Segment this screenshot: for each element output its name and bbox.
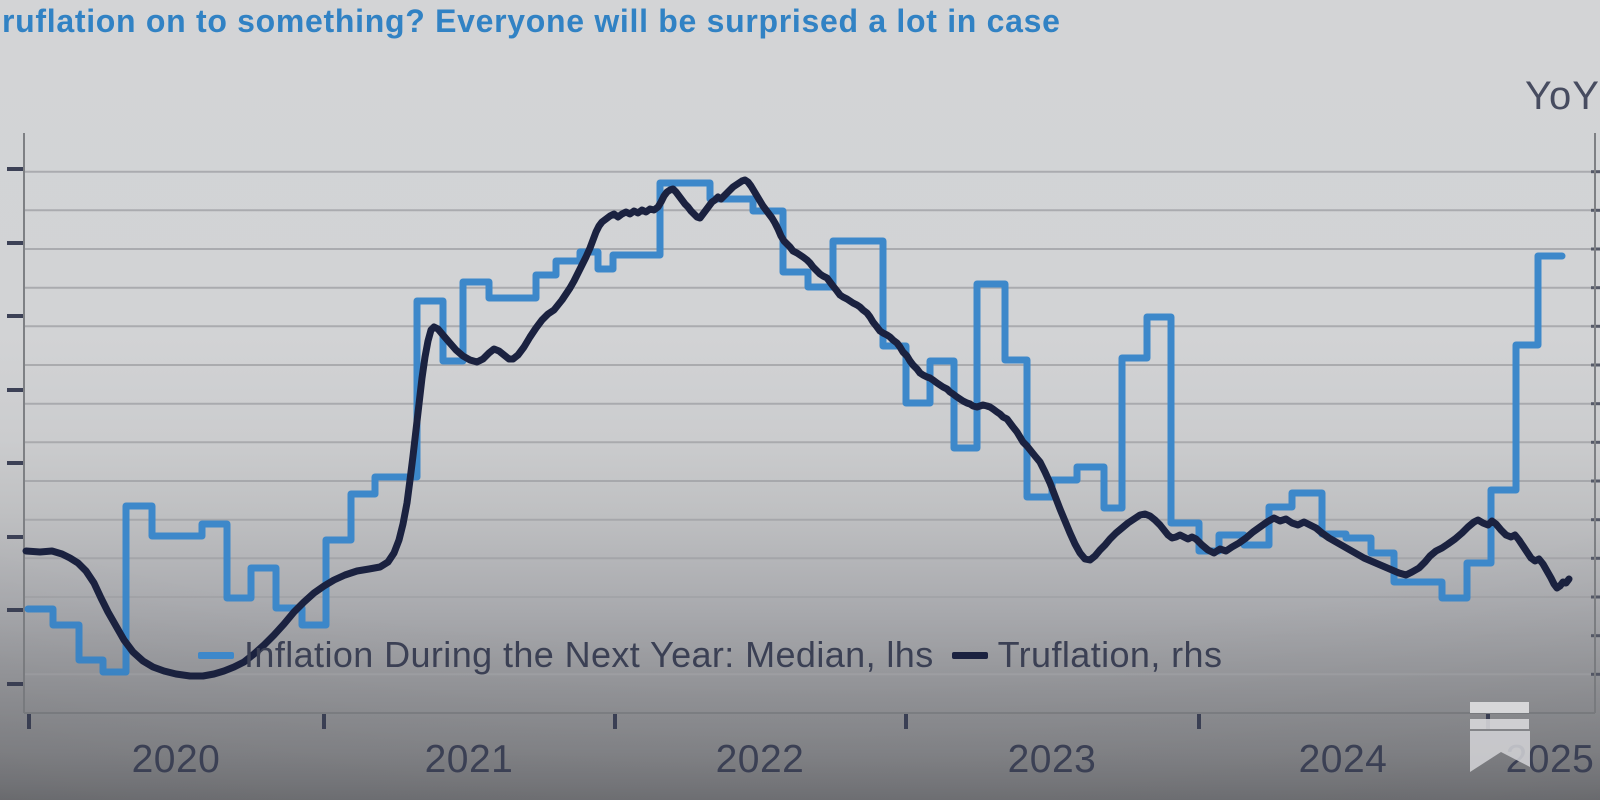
x-axis-label-2023: 2023 [1007,738,1097,781]
legend-label-truflation: Truflation, rhs [997,634,1223,675]
x-axis-labels: 2020 2021 2022 2023 2024 2025 [0,738,1600,788]
chart-title: ruflation on to something? Everyone will… [2,3,1061,39]
legend-swatch-inflation-icon [198,651,234,659]
legend: Inflation During the Next Year: Median, … [198,633,1222,677]
x-axis-label-2021: 2021 [424,738,514,781]
x-axis-label-2022: 2022 [715,738,805,781]
legend-swatch-truflation-icon [951,651,988,659]
x-axis-label-2025: 2025 [1505,738,1595,781]
x-axis-label-2020: 2020 [131,738,221,781]
x-axis-label-2024: 2024 [1298,738,1388,781]
legend-label-inflation: Inflation During the Next Year: Median, … [244,634,934,675]
right-axis-unit-label: YoY [1525,74,1600,118]
